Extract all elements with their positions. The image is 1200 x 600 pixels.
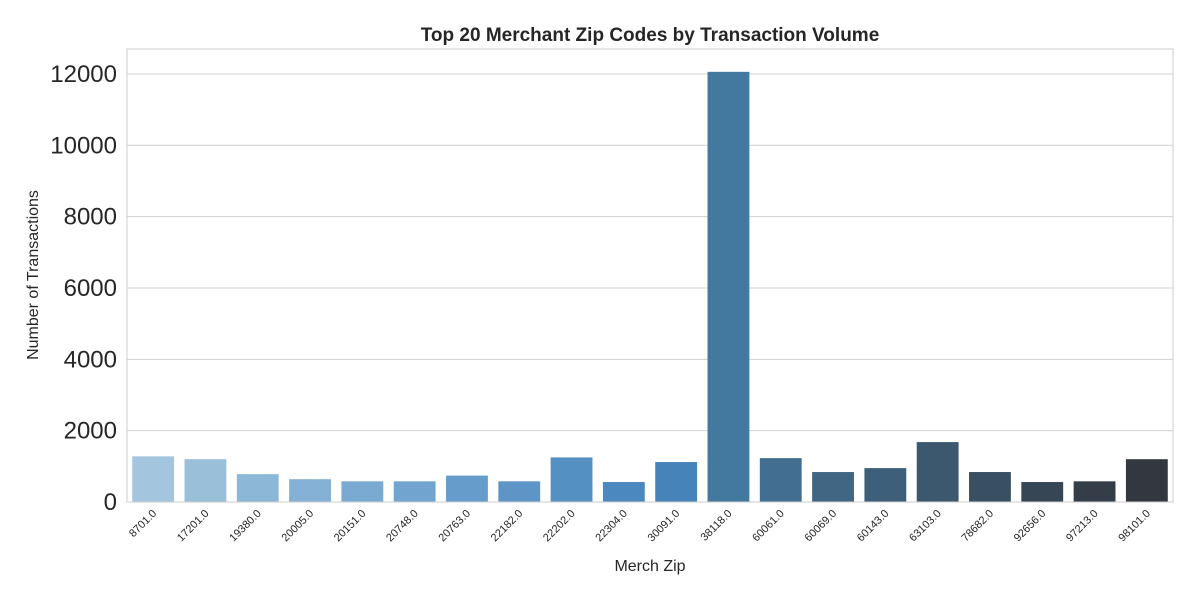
bar	[864, 468, 907, 502]
x-tick-label: 22304.0	[593, 508, 630, 545]
chart-title: Top 20 Merchant Zip Codes by Transaction…	[421, 25, 880, 46]
bars	[132, 71, 1168, 503]
x-tick-label: 20005.0	[280, 508, 317, 545]
x-axis-label: Merch Zip	[614, 558, 685, 575]
x-tick-label: 78682.0	[959, 508, 996, 545]
plot-frame	[126, 48, 1174, 503]
bar	[341, 481, 384, 502]
y-tick-label: 10000	[50, 132, 117, 159]
x-tick-label: 60069.0	[803, 508, 840, 545]
x-tick-label: 60061.0	[750, 508, 787, 545]
x-axis-ticks: 8701.0 17201.0 19380.0 20005.0 20151.0 20748.…	[127, 508, 1153, 545]
x-tick-label: 92656.0	[1012, 508, 1049, 545]
bar	[602, 482, 645, 502]
x-tick-label: 97213.0	[1064, 508, 1101, 545]
x-tick-label: 20151.0	[332, 508, 369, 545]
bar	[969, 472, 1011, 502]
bar	[707, 71, 750, 503]
bar	[184, 459, 227, 502]
x-tick-label: 19380.0	[227, 508, 264, 545]
x-tick-label: 38118.0	[699, 508, 735, 544]
y-axis-ticks: 0 2000 4000 6000 8000 10000 12000	[50, 61, 117, 516]
y-tick-label: 0	[104, 489, 117, 516]
x-tick-label: 98101.0	[1116, 508, 1153, 545]
y-tick-label: 12000	[50, 61, 117, 88]
bar	[132, 456, 175, 502]
x-tick-label: 63103.0	[907, 508, 944, 545]
bar	[393, 481, 436, 502]
gridlines	[127, 73, 1173, 503]
bar	[1073, 481, 1116, 502]
y-tick-label: 6000	[64, 275, 117, 302]
bar	[446, 475, 488, 502]
bar	[498, 481, 541, 502]
bar	[289, 479, 331, 502]
bar	[236, 474, 279, 502]
y-tick-label: 8000	[64, 204, 117, 231]
bar	[916, 442, 959, 502]
x-tick-label: 20748.0	[384, 508, 421, 545]
bar	[759, 458, 802, 502]
y-tick-label: 2000	[64, 418, 117, 445]
x-tick-label: 20763.0	[436, 508, 473, 545]
x-tick-label: 8701.0	[127, 508, 159, 540]
bar	[1125, 459, 1168, 502]
x-tick-label: 60143.0	[855, 508, 892, 545]
x-tick-label: 22202.0	[541, 508, 578, 545]
x-tick-label: 22182.0	[489, 508, 526, 545]
x-tick-label: 30091.0	[646, 508, 683, 545]
bar	[550, 457, 593, 502]
y-tick-label: 4000	[64, 346, 117, 373]
bar	[655, 462, 698, 502]
bar	[1021, 482, 1064, 502]
y-axis-label: Number of Transactions	[25, 190, 42, 360]
x-tick-label: 17201.0	[175, 508, 212, 545]
bar	[812, 472, 854, 502]
